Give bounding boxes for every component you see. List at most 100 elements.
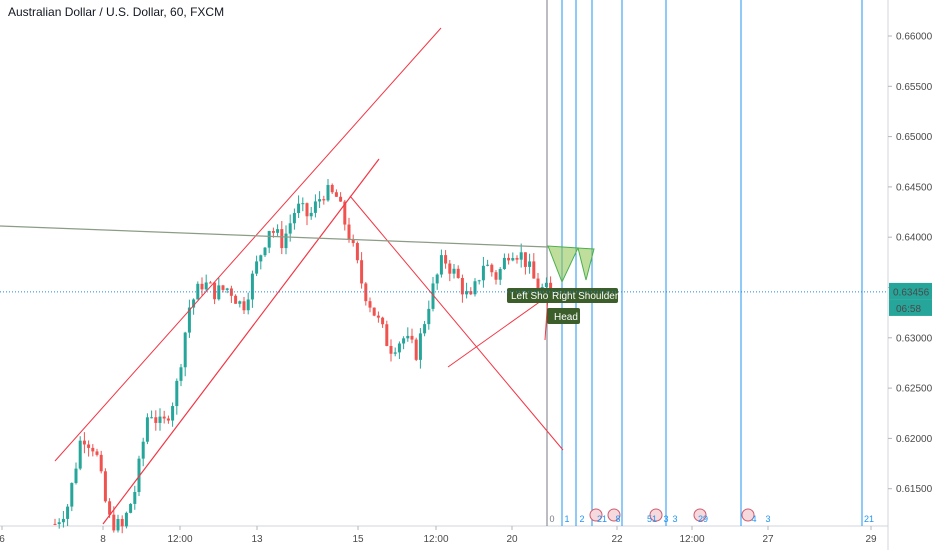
y-tick-label: 0.65500 bbox=[896, 82, 932, 93]
candle-body bbox=[120, 519, 124, 527]
y-tick-label: 0.63000 bbox=[896, 333, 932, 344]
candle-body bbox=[507, 257, 511, 261]
event-flag-icon bbox=[693, 508, 707, 522]
candle-body bbox=[179, 367, 183, 381]
candle-body bbox=[465, 291, 469, 295]
candle-body bbox=[280, 229, 284, 249]
candle-body bbox=[250, 273, 254, 300]
last-price-box bbox=[889, 282, 932, 300]
candle-body bbox=[221, 285, 225, 290]
candle-body bbox=[108, 501, 112, 515]
bottom-marker-number: 21 bbox=[864, 514, 874, 524]
y-tick-label: 0.64000 bbox=[896, 233, 932, 244]
candle-body bbox=[82, 440, 86, 445]
candle-body bbox=[473, 281, 477, 295]
candle-body bbox=[129, 503, 133, 513]
candle-body bbox=[397, 343, 401, 353]
candle-body bbox=[213, 282, 217, 300]
head-label-bg bbox=[547, 308, 580, 324]
neckline bbox=[0, 225, 549, 248]
candle-body bbox=[381, 317, 385, 325]
candle-body bbox=[435, 274, 439, 284]
candle-body bbox=[187, 307, 191, 333]
candle-body bbox=[263, 247, 267, 256]
candle-body bbox=[301, 203, 305, 205]
last-price-label: 0.63456 bbox=[893, 287, 930, 298]
candle-body bbox=[498, 269, 502, 280]
candle-body bbox=[477, 280, 481, 282]
bottom-marker-number: 4 bbox=[751, 514, 756, 524]
candle-body bbox=[255, 261, 259, 274]
bottom-marker-number: 8 bbox=[615, 514, 620, 524]
left-shoulder-label: Left Sho bbox=[511, 291, 549, 302]
bottom-marker-number: 1 bbox=[564, 514, 569, 524]
upper-channel-line bbox=[54, 27, 442, 462]
candle-body bbox=[158, 416, 162, 423]
candle-body bbox=[271, 231, 275, 233]
y-tick-label: 0.61500 bbox=[896, 484, 932, 495]
candle-body bbox=[502, 257, 506, 270]
x-tick-label: 15 bbox=[352, 534, 364, 545]
candle-body bbox=[355, 243, 359, 261]
bottom-marker-number: 21 bbox=[597, 514, 607, 524]
bottom-marker-number: 3 bbox=[672, 514, 677, 524]
x-tick-label: 29 bbox=[865, 534, 877, 545]
x-tick-label: 20 bbox=[506, 534, 518, 545]
candle-body bbox=[523, 252, 527, 267]
candle-body bbox=[200, 283, 204, 290]
candle-body bbox=[334, 192, 338, 197]
bottom-marker-number: 3 bbox=[765, 514, 770, 524]
candle-body bbox=[150, 417, 154, 419]
y-tick-label: 0.66000 bbox=[896, 32, 932, 43]
event-flag-icon bbox=[589, 508, 603, 522]
candle-body bbox=[137, 458, 141, 492]
candle-body bbox=[536, 278, 540, 292]
candle-body bbox=[112, 514, 116, 531]
candle-body bbox=[448, 263, 452, 274]
candle-body bbox=[452, 268, 456, 274]
lower-channel-line bbox=[102, 158, 380, 525]
candle-body bbox=[431, 283, 435, 309]
x-tick-label: 27 bbox=[762, 534, 774, 545]
candle-body bbox=[439, 255, 443, 275]
candle-body bbox=[418, 333, 422, 360]
candle-body bbox=[166, 418, 170, 421]
x-tick-label: 12:00 bbox=[679, 534, 704, 545]
y-tick-label: 0.62000 bbox=[896, 434, 932, 445]
candle-body bbox=[549, 282, 553, 290]
candles bbox=[53, 179, 553, 534]
candle-body bbox=[133, 491, 137, 504]
candle-body bbox=[318, 199, 322, 202]
candle-body bbox=[99, 454, 103, 472]
candle-body bbox=[486, 264, 490, 266]
candle-body bbox=[410, 335, 414, 340]
descending-line bbox=[349, 195, 564, 451]
candle-body bbox=[460, 278, 464, 295]
countdown-box bbox=[889, 299, 932, 316]
candle-body bbox=[511, 258, 515, 261]
event-flag-icon bbox=[607, 508, 621, 522]
candle-body bbox=[532, 261, 536, 279]
candle-body bbox=[234, 295, 238, 304]
candle-body bbox=[57, 522, 61, 525]
candle-body bbox=[444, 255, 448, 264]
x-tick-label: 12:00 bbox=[167, 534, 192, 545]
candle-body bbox=[74, 468, 78, 484]
candle-body bbox=[326, 184, 330, 201]
candle-body bbox=[162, 416, 166, 419]
candle-body bbox=[154, 417, 158, 423]
candle-body bbox=[61, 518, 65, 523]
right-shoulder-label: Right Shoulder bbox=[552, 291, 619, 302]
candle-body bbox=[70, 483, 74, 507]
candle-body bbox=[339, 196, 343, 202]
candle-body bbox=[66, 506, 70, 519]
x-tick-label: 13 bbox=[251, 534, 263, 545]
candle-body bbox=[246, 299, 250, 311]
candle-body bbox=[322, 199, 326, 201]
candle-body bbox=[360, 260, 364, 284]
candle-body bbox=[171, 406, 175, 421]
candle-body bbox=[95, 451, 99, 455]
y-tick-label: 0.62500 bbox=[896, 384, 932, 395]
